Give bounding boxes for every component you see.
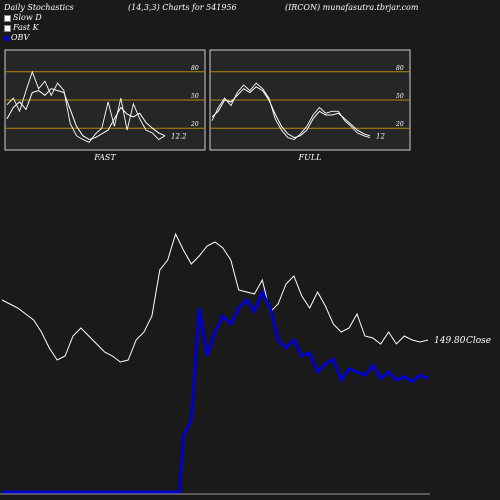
full-tick-label: 50 xyxy=(396,93,404,100)
legend-slow-d: Slow D xyxy=(4,13,42,22)
legend-label: Fast K xyxy=(13,23,39,32)
legend-obv: OBV xyxy=(4,33,29,42)
fast-series-slow-d xyxy=(6,88,166,141)
legend-label: Slow D xyxy=(13,13,42,22)
fast-tick-label: 20 xyxy=(190,121,199,128)
fast-tick-label: 50 xyxy=(191,93,199,100)
fast-panel-title: FAST xyxy=(93,153,116,162)
legend-swatch-icon xyxy=(4,14,11,22)
header-left: Daily Stochastics xyxy=(4,3,74,12)
close-price-line xyxy=(1,232,429,363)
full-series-slow-d xyxy=(211,86,371,139)
header-center: (14,3,3) Charts for 541956 xyxy=(128,3,237,12)
close-suffix-label: Close xyxy=(466,336,491,346)
legend-swatch-icon xyxy=(4,24,11,32)
full-panel-title: FULL xyxy=(298,153,322,162)
full-last-value-label: 12 xyxy=(376,133,385,141)
legend-swatch-icon xyxy=(4,35,9,41)
close-last-value-label: 149.80 xyxy=(434,336,466,346)
header-right: (IRCON) munafasutra.tbrjar.com xyxy=(285,3,419,12)
full-tick-label: 80 xyxy=(396,65,404,72)
obv-line xyxy=(2,288,429,494)
legend-label: OBV xyxy=(11,33,30,42)
fast-last-value-label: 12.2 xyxy=(171,133,187,141)
fast-series-fast-k xyxy=(6,70,166,143)
fast-tick-label: 80 xyxy=(191,65,199,72)
legend-fast-k: Fast K xyxy=(4,23,39,32)
full-series-fast-k xyxy=(211,82,371,141)
full-tick-label: 20 xyxy=(395,121,404,128)
